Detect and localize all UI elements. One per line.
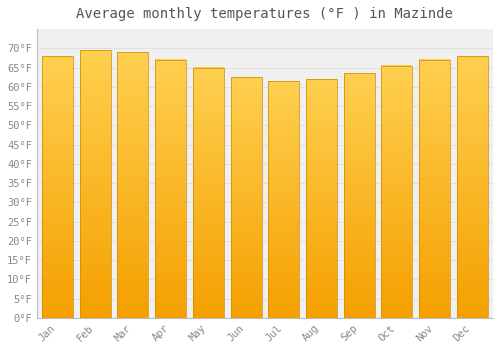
Bar <box>344 74 374 318</box>
Bar <box>193 68 224 318</box>
Bar <box>80 50 110 318</box>
Bar <box>118 52 148 318</box>
Bar <box>42 56 73 318</box>
Bar <box>230 77 262 318</box>
Bar <box>382 66 412 318</box>
Bar <box>268 81 299 318</box>
Bar <box>419 60 450 318</box>
Bar <box>306 79 337 318</box>
Bar <box>457 56 488 318</box>
Title: Average monthly temperatures (°F ) in Mazinde: Average monthly temperatures (°F ) in Ma… <box>76 7 454 21</box>
Bar <box>155 60 186 318</box>
